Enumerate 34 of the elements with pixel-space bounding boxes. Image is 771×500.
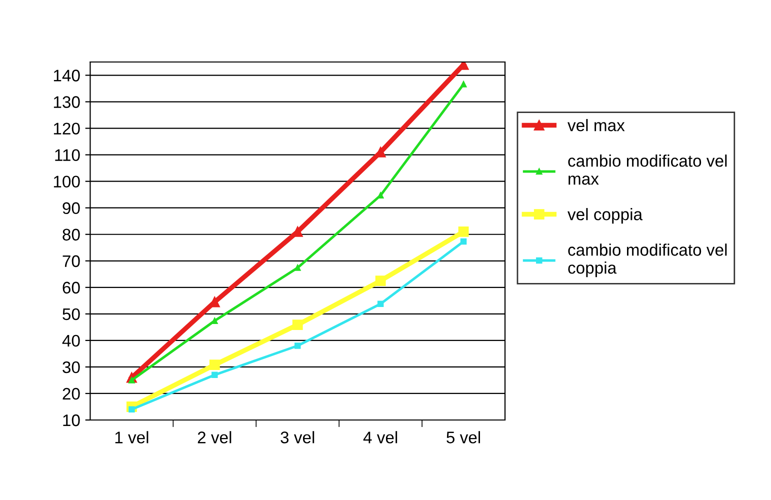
y-tick-label: 80 — [62, 228, 80, 241]
y-tick-label: 50 — [62, 308, 80, 320]
y-tick-label: 90 — [62, 202, 80, 214]
y-tick-label: 130 — [54, 96, 80, 108]
point — [458, 226, 469, 237]
y-tick-label: 30 — [62, 361, 80, 374]
y-tick-label: 100 — [54, 176, 80, 188]
x-tick-label: 4 vel — [363, 431, 398, 444]
point — [377, 300, 384, 307]
point — [377, 192, 384, 199]
legend-label: vel max — [568, 119, 625, 132]
point — [209, 360, 220, 370]
x-tick-label: 1 vel — [115, 431, 148, 444]
y-tick-label: 10 — [63, 414, 80, 426]
y-tick-label: 70 — [62, 255, 80, 268]
legend-label: vel coppia — [568, 208, 643, 224]
y-tick-label: 60 — [62, 282, 80, 294]
point — [212, 372, 218, 378]
x-tick-label: 2 vel — [198, 431, 232, 444]
x-tick-label: 5 vel — [446, 431, 480, 444]
y-tick-label: 110 — [55, 149, 80, 162]
legend-label: cambio modificato vel coppia — [568, 244, 727, 278]
point — [292, 320, 303, 330]
y-tick-label: 120 — [54, 122, 80, 134]
point — [460, 238, 467, 245]
point — [294, 342, 301, 349]
x-tick-label: 3 vel — [280, 431, 314, 444]
point — [375, 276, 386, 286]
y-tick-label: 140 — [54, 70, 80, 82]
y-tick-label: 20 — [62, 388, 80, 400]
point — [460, 81, 467, 88]
point — [294, 264, 301, 271]
y-tick-label: 40 — [62, 334, 80, 347]
legend-label: cambio modificato vel max — [568, 154, 727, 185]
